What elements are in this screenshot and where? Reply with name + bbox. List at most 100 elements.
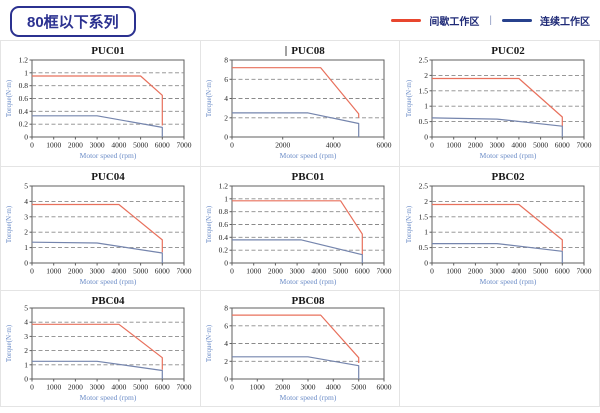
x-tick-label: 6000 [355,267,370,276]
chart-title: PUC02 [491,45,525,57]
y-tick-label: 6 [224,75,228,84]
chart-grid: PUC01 0 0.2 0.4 0.6 0.8 1 1.2 0 1000 2000 3000 4000 5… [0,40,600,407]
x-tick-label: 2000 [275,383,290,392]
x-tick-label: 0 [230,141,234,150]
chart-cell-PBC08: PBC08 0 2 4 6 8 0 1000 2000 3000 4000 5000 6000 Motor… [200,291,401,407]
x-tick-label: 3000 [300,383,315,392]
series-intermittent [231,67,360,118]
y-tick-label: 1.5 [418,86,428,95]
y-tick-label: 5 [25,304,29,313]
x-tick-label: 3000 [290,267,305,276]
y-tick-label: 0.4 [219,233,229,242]
empty-cell [400,291,600,407]
series-title-box: 80框以下系列 [10,5,136,37]
x-tick-label: 4000 [326,141,341,150]
y-tick-label: 8 [224,56,228,65]
y-tick-label: 3 [25,332,29,341]
series-intermittent [32,75,164,126]
y-axis-label: Torque(N·m) [5,324,13,362]
y-tick-label: 2 [25,346,29,355]
series-continuous [32,115,164,137]
x-tick-label: 1000 [246,267,261,276]
x-tick-label: 5000 [133,267,148,276]
x-tick-label: 5000 [133,141,148,150]
y-tick-label: 1.5 [418,212,428,221]
chart-cell-PUC04: PUC04 0 1 2 3 4 5 0 1000 2000 3000 4000 5000 6000 7000… [1,167,201,291]
x-tick-label: 0 [30,383,34,392]
x-tick-label: 0 [230,383,234,392]
y-tick-label: 0.8 [19,81,29,90]
y-axis-label: Torque(N·m) [205,205,213,243]
series-continuous [231,356,360,379]
x-tick-label: 2000 [68,267,83,276]
x-axis-label: Motor speed (rpm) [280,151,337,160]
x-axis-label: Motor speed (rpm) [280,393,337,402]
x-axis-label: Motor speed (rpm) [479,277,536,286]
x-tick-label: 2000 [68,383,83,392]
intermittent-zone-label: 间歇工作区 [429,16,480,28]
plot-area [31,307,185,380]
y-tick-label: 1 [424,228,428,237]
y-tick-label: 0.6 [219,220,229,229]
series-intermittent [32,203,164,253]
y-tick-label: 0 [224,133,228,142]
y-tick-label: 8 [224,304,228,313]
y-tick-label: 0 [424,259,428,268]
x-tick-label: 4000 [326,383,341,392]
y-tick-label: 0.4 [19,107,29,116]
series-continuous [32,241,164,263]
chart-title: PUC01 [92,45,126,57]
chart-PUC08: PUC08 0 2 4 6 8 0 2000 4000 6000 Motor speed (rpm)… [205,45,392,160]
chart-title: PBC08 [291,295,325,307]
x-tick-label: 1000 [446,267,461,276]
plot-area [31,185,185,264]
x-tick-label: 4000 [112,267,127,276]
y-tick-label: 4 [224,94,228,103]
x-tick-label: 6000 [376,383,391,392]
x-tick-label: 3000 [90,383,105,392]
y-tick-label: 1 [25,360,29,369]
y-tick-label: 1 [25,243,29,252]
y-axis-label: Torque(N·m) [205,79,213,117]
y-axis-label: Torque(N·m) [405,205,413,243]
y-tick-label: 0.5 [418,117,428,126]
chart-cell-PBC04: PBC04 0 1 2 3 4 5 0 1000 2000 3000 4000 5000 6000 7000… [1,291,201,407]
x-tick-label: 3000 [90,267,105,276]
x-tick-label: 0 [430,141,434,150]
y-axis-label: Torque(N·m) [205,324,213,362]
y-tick-label: 1.2 [219,182,229,191]
y-tick-label: 0 [25,259,29,268]
x-tick-label: 7000 [576,267,591,276]
y-tick-label: 4 [25,318,29,327]
y-tick-label: 2.5 [418,56,428,65]
y-tick-label: 0.5 [418,243,428,252]
series-intermittent [32,323,164,370]
x-tick-label: 6000 [376,141,391,150]
chart-title: PBC04 [92,295,126,307]
x-axis-label: Motor speed (rpm) [479,151,536,160]
legend: 间歇工作区 | 连续工作区 [391,13,590,28]
x-axis-label: Motor speed (rpm) [280,277,337,286]
y-tick-label: 5 [25,182,29,191]
y-tick-label: 2 [424,71,428,80]
x-tick-label: 6000 [155,267,170,276]
chart-cell-PUC08: PUC08 0 2 4 6 8 0 2000 4000 6000 Motor speed (rpm)… [200,41,401,167]
chart-cell-PUC01: PUC01 0 0.2 0.4 0.6 0.8 1 1.2 0 1000 2000 3000 4000 5… [1,41,201,167]
y-tick-label: 0.8 [219,207,229,216]
y-axis-label: Torque(N·m) [5,79,13,117]
y-axis-label: Torque(N·m) [5,205,13,243]
y-tick-label: 0.2 [19,120,29,129]
continuous-zone-swatch [502,18,532,22]
x-tick-label: 1000 [47,267,62,276]
chart-PBC01: PBC01 0 0.2 0.4 0.6 0.8 1 1.2 0 1000 2000 3000 4000 5… [205,171,392,286]
x-tick-label: 3000 [90,141,105,150]
chart-title: PBC02 [491,171,525,183]
x-tick-label: 1000 [47,141,62,150]
intermittent-zone-swatch [391,18,422,22]
y-tick-label: 0 [25,133,29,142]
x-tick-label: 4000 [511,141,526,150]
chart-PBC02: PBC02 0 0.5 1 1.5 2 2.5 0 1000 2000 3000 4000 5000 60… [405,171,592,286]
x-tick-label: 6000 [155,383,170,392]
series-continuous [231,112,360,137]
